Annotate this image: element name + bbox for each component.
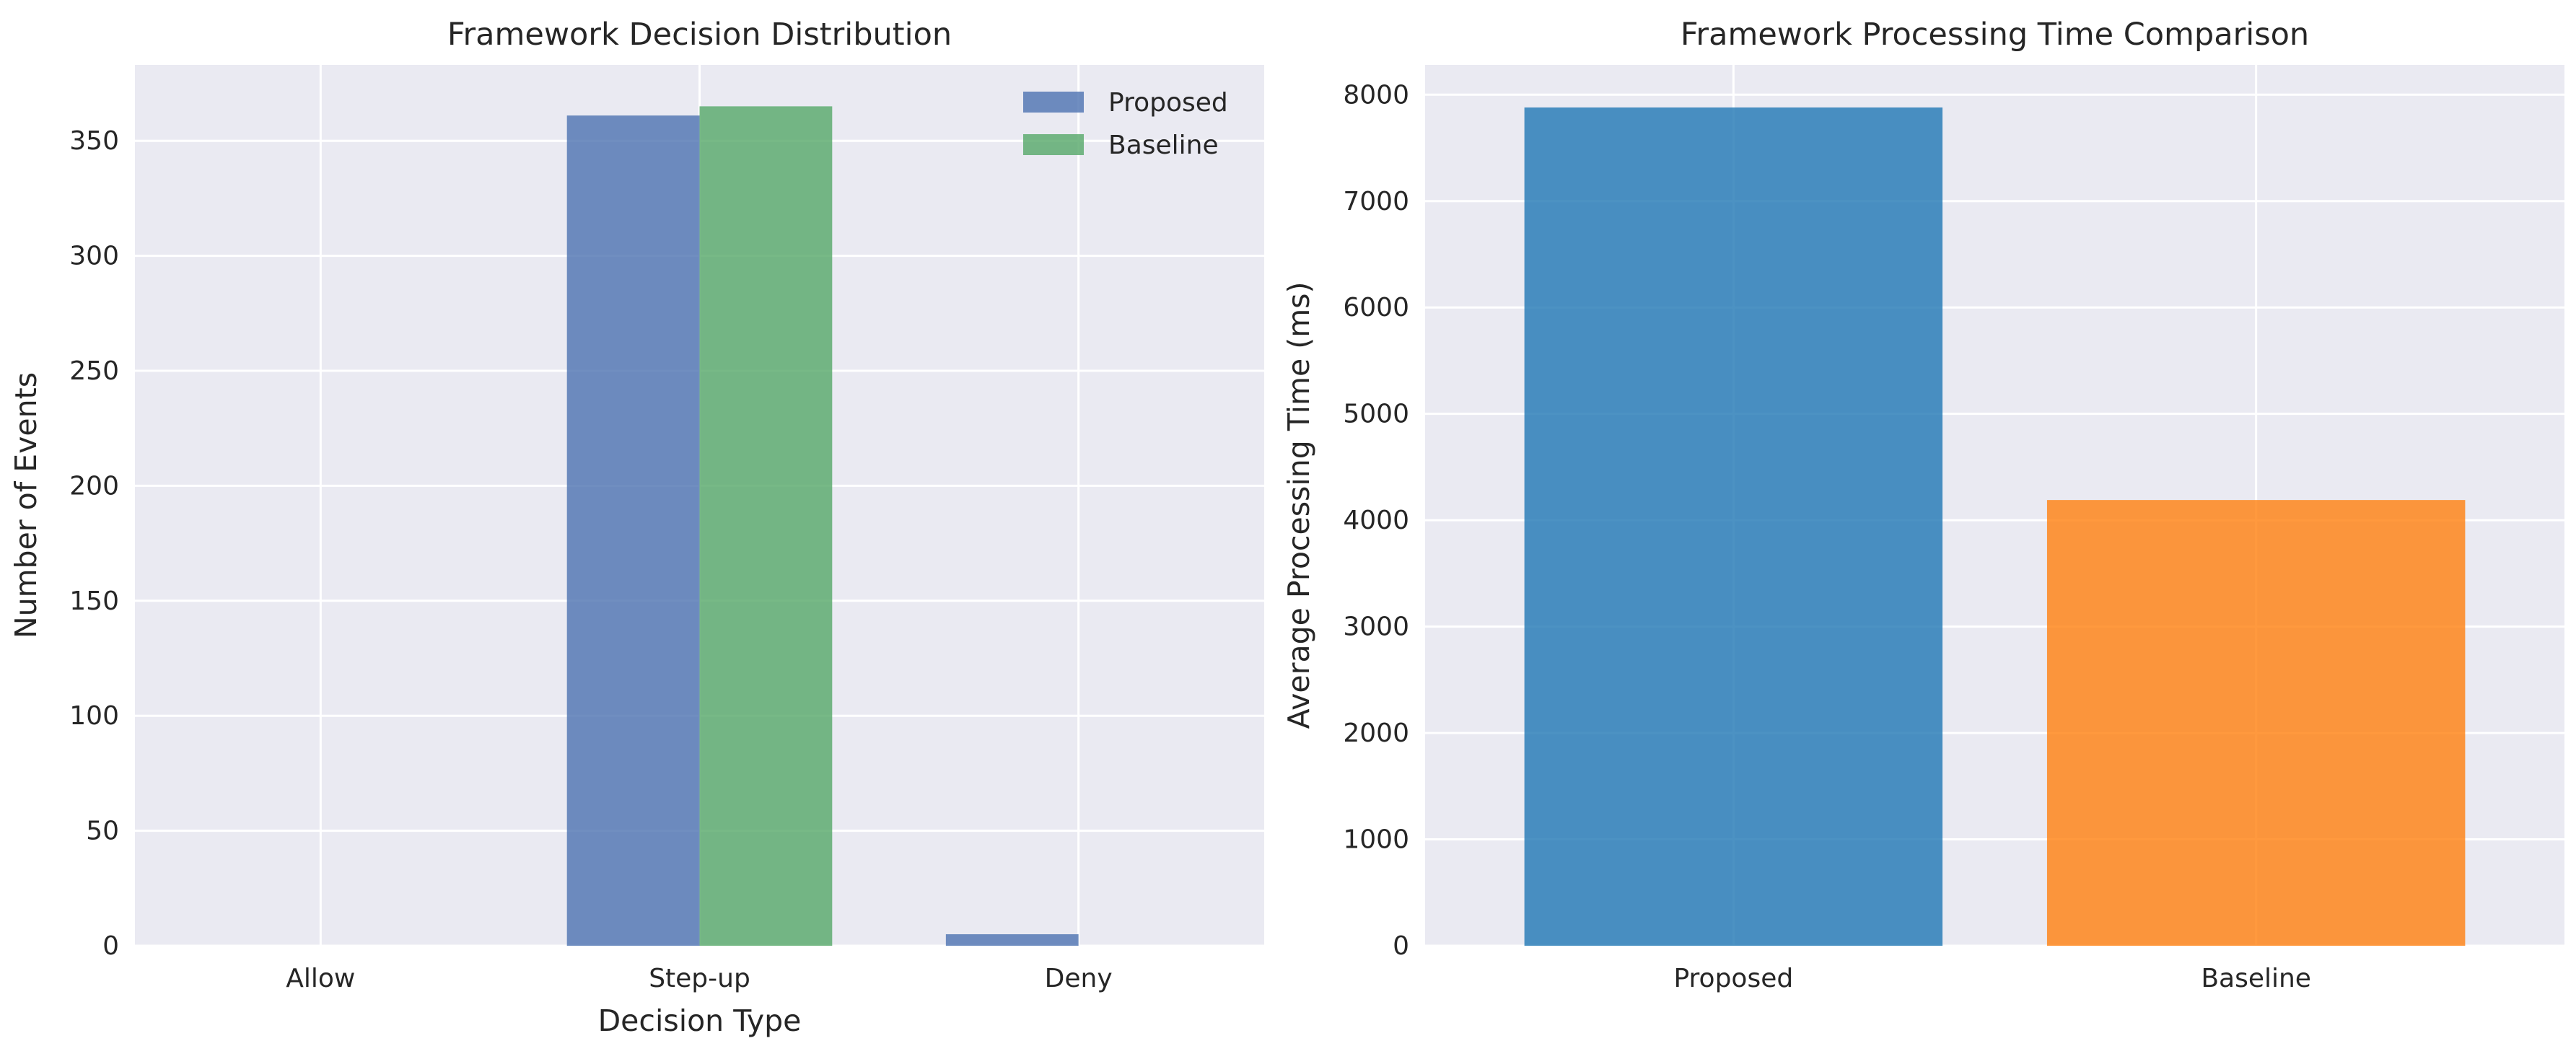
processing-chart-y-tick-label: 3000 (1343, 612, 1409, 642)
legend-label-baseline: Baseline (1108, 131, 1219, 160)
decision-chart-y-tick-label: 50 (86, 817, 119, 846)
processing-chart-y-tick-label: 1000 (1343, 825, 1409, 855)
bar-proposed-step-up (566, 115, 700, 946)
bar-proposed-deny (945, 934, 1079, 946)
processing-chart-x-tick-label: Baseline (2201, 964, 2311, 993)
decision-chart-y-tick-label: 200 (69, 471, 119, 501)
processing-chart-y-tick-label: 6000 (1343, 293, 1409, 322)
bar-baseline-step-up (699, 106, 833, 946)
decision-chart-y-ticks: 0 50 100 150 200 250 300 350 (69, 126, 119, 961)
processing-chart-y-tick-label: 8000 (1343, 80, 1409, 110)
decision-chart-title: Framework Decision Distribution (447, 17, 952, 53)
decision-chart-y-tick-label: 150 (69, 586, 119, 616)
decision-chart-x-tick-label: Deny (1045, 964, 1113, 993)
processing-chart-y-tick-label: 7000 (1343, 187, 1409, 216)
bar-proposed (1524, 107, 1943, 946)
decision-chart-legend: Proposed Baseline (1023, 88, 1228, 160)
decision-chart-y-tick-label: 300 (69, 242, 119, 271)
decision-chart-x-tick-label: Allow (286, 964, 355, 993)
processing-chart-title: Framework Processing Time Comparison (1681, 17, 2309, 53)
processing-chart-x-ticks: Proposed Baseline (1673, 964, 2311, 993)
legend-swatch-proposed (1023, 92, 1084, 113)
processing-chart-x-tick-label: Proposed (1673, 964, 1793, 993)
processing-chart-y-axis-label: Average Processing Time (ms) (1282, 281, 1316, 729)
decision-chart-y-axis-label: Number of Events (9, 372, 43, 638)
decision-chart-x-tick-label: Step-up (649, 964, 750, 993)
decision-chart-y-tick-label: 0 (102, 931, 119, 961)
decision-chart-y-tick-label: 250 (69, 356, 119, 386)
decision-chart-y-tick-label: 350 (69, 126, 119, 156)
processing-chart-y-ticks: 0 1000 2000 3000 4000 5000 6000 7000 8000 (1343, 80, 1409, 961)
processing-chart-y-tick-label: 4000 (1343, 506, 1409, 535)
processing-time-chart: 0 1000 2000 3000 4000 5000 6000 7000 8000 Propos… (1282, 17, 2564, 993)
decision-chart-x-ticks: Allow Step-up Deny (286, 964, 1112, 993)
decision-chart-bars (566, 106, 1079, 946)
processing-chart-y-tick-label: 0 (1393, 931, 1409, 961)
decision-distribution-chart: 0 50 100 150 200 250 300 350 Allow Step-up Deny F… (9, 17, 1264, 1038)
processing-chart-bars (1524, 107, 2466, 946)
legend-label-proposed: Proposed (1108, 88, 1228, 118)
processing-chart-y-tick-label: 5000 (1343, 400, 1409, 429)
decision-chart-x-axis-label: Decision Type (598, 1003, 802, 1038)
legend-swatch-baseline (1023, 134, 1084, 155)
decision-chart-y-tick-label: 100 (69, 701, 119, 731)
processing-chart-y-tick-label: 2000 (1343, 719, 1409, 748)
bar-baseline (2046, 500, 2466, 946)
